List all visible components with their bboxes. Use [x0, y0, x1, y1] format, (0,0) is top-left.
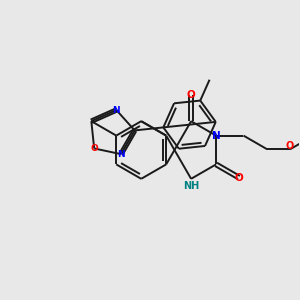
Text: NH: NH — [183, 181, 199, 190]
Text: O: O — [235, 172, 243, 183]
Text: N: N — [212, 130, 220, 141]
Text: O: O — [286, 141, 294, 151]
Text: O: O — [90, 144, 98, 153]
Text: O: O — [187, 90, 196, 100]
Text: N: N — [117, 150, 125, 159]
Text: N: N — [112, 106, 120, 115]
